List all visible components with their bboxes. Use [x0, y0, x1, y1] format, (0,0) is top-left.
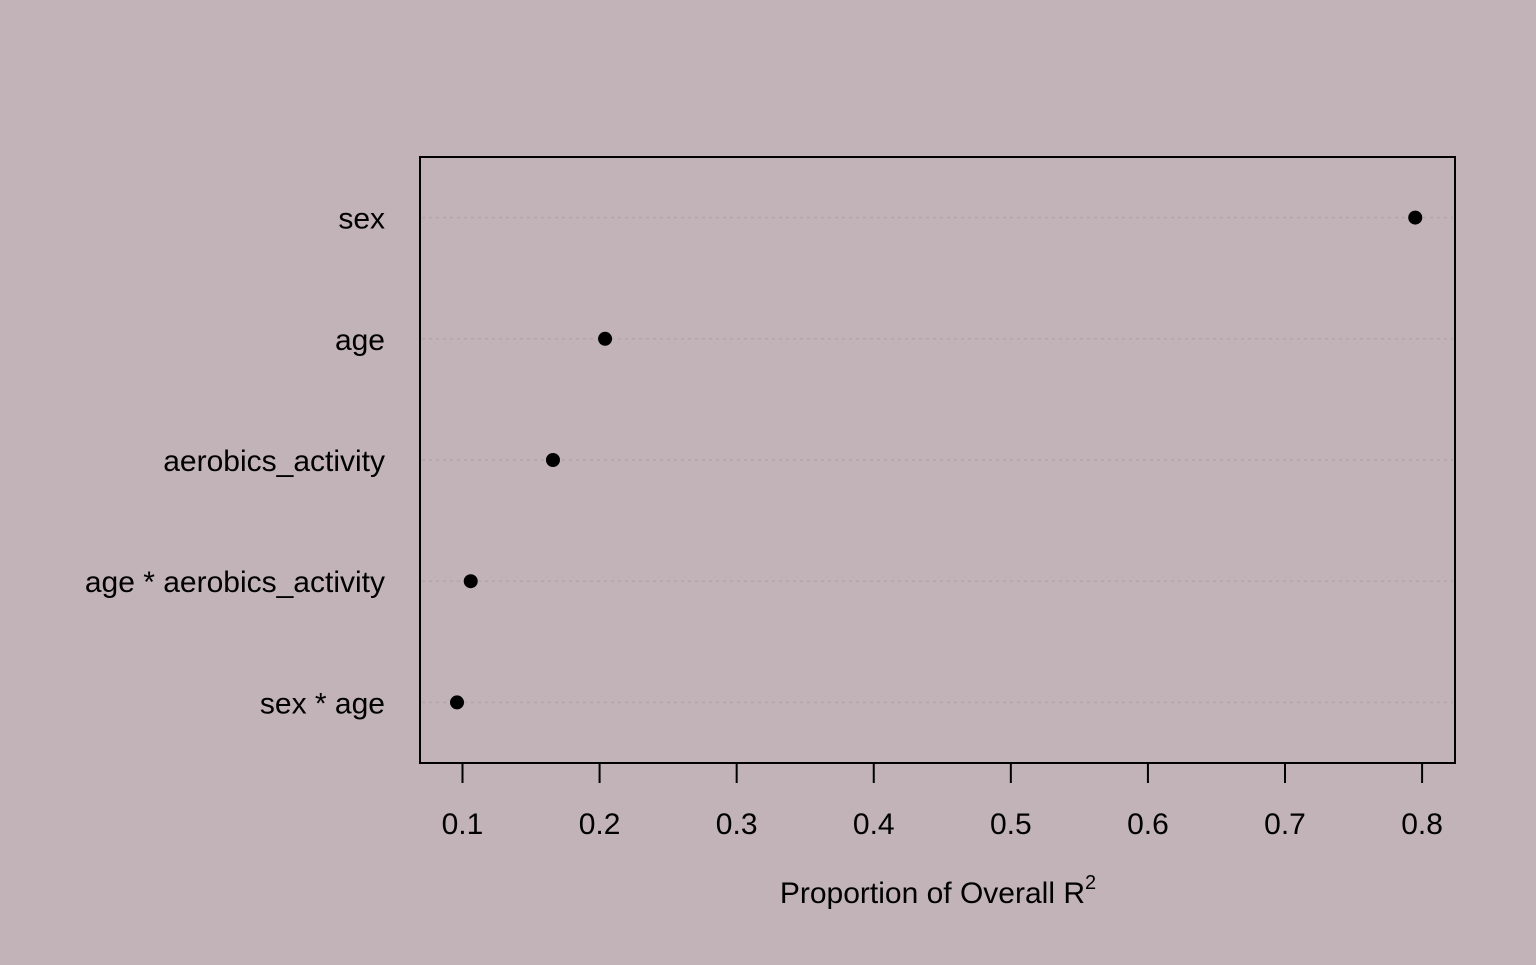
x-axis: 0.1 0.2 0.3 0.4 0.5 0.6 0.7 0.8 — [442, 763, 1443, 841]
x-tick-label: 0.6 — [1127, 808, 1169, 841]
data-point — [1408, 210, 1423, 225]
data-point — [598, 331, 613, 346]
data-points — [450, 210, 1423, 710]
x-tick-label: 0.3 — [716, 808, 758, 841]
x-tick-label: 0.1 — [442, 808, 484, 841]
plot-frame — [419, 156, 1456, 764]
x-tick-label: 0.7 — [1264, 808, 1306, 841]
data-point — [450, 695, 465, 710]
x-axis-title: Proportion of Overall R2 — [780, 872, 1096, 910]
category-label: sex — [338, 203, 385, 236]
category-label: sex * age — [260, 687, 385, 720]
x-axis-title-text: Proportion of Overall R — [780, 877, 1085, 910]
x-tick-label: 0.4 — [853, 808, 895, 841]
x-tick-label: 0.8 — [1401, 808, 1443, 841]
category-label: aerobics_activity — [163, 445, 385, 478]
x-tick-label: 0.5 — [990, 808, 1032, 841]
x-axis-title-superscript: 2 — [1085, 872, 1096, 894]
data-point — [545, 453, 560, 467]
x-tick-label: 0.2 — [579, 808, 621, 841]
category-label: age * aerobics_activity — [85, 566, 385, 599]
data-point — [463, 574, 478, 589]
category-label: age — [335, 324, 385, 357]
gridlines — [422, 216, 1453, 704]
